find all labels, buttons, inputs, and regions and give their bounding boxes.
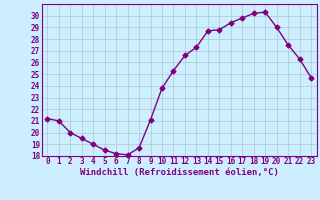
X-axis label: Windchill (Refroidissement éolien,°C): Windchill (Refroidissement éolien,°C) [80, 168, 279, 177]
